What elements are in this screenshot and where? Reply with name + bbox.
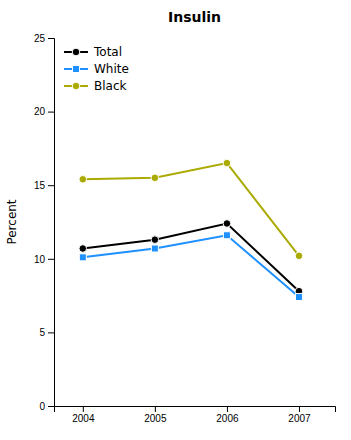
tick: 20 (34, 106, 54, 117)
tick-mark (299, 406, 300, 412)
point (295, 252, 303, 260)
point (79, 245, 87, 253)
line (83, 223, 299, 291)
tick-label: 2004 (72, 413, 95, 424)
point (295, 294, 302, 301)
tick-mark (48, 332, 54, 333)
tick: 5 (39, 327, 54, 338)
tick: 10 (34, 253, 54, 264)
tick-mark (48, 259, 54, 260)
point (79, 176, 87, 184)
tick-label: 5 (39, 327, 45, 338)
title: Insulin (168, 9, 221, 25)
legend-marker (73, 66, 80, 73)
axis-line (48, 39, 55, 407)
legend-item: Black (64, 79, 127, 93)
line (83, 163, 299, 256)
legend-label: White (94, 62, 129, 76)
tick: 15 (34, 180, 54, 191)
tick-mark (48, 112, 54, 113)
legend-item: Total (64, 45, 122, 59)
point (223, 159, 231, 167)
point (151, 245, 158, 252)
x-axis: 2004 2005 2006 2007 (55, 406, 336, 424)
series (79, 220, 303, 295)
tick-label: 25 (34, 33, 46, 44)
tick-mark (155, 406, 156, 412)
legend: Total White Black (64, 45, 129, 93)
legend-item: White (64, 62, 129, 76)
axis-line (55, 407, 336, 413)
tick: 2004 (72, 406, 95, 424)
tick-label: 2005 (144, 413, 167, 424)
tick-mark (83, 406, 84, 412)
tick: 2007 (288, 406, 311, 424)
tick-label: 0 (39, 401, 45, 412)
legend-label: Black (94, 79, 127, 93)
point (223, 220, 231, 228)
tick-mark (227, 406, 228, 412)
y-axis-label: Percent (5, 199, 19, 244)
series (79, 232, 302, 301)
background (0, 0, 351, 440)
series (79, 159, 303, 259)
tick-label: 10 (34, 253, 46, 264)
point (151, 236, 159, 244)
tick-label: 2007 (288, 413, 311, 424)
line (83, 235, 299, 297)
tick-label: 20 (34, 106, 46, 117)
tick-mark (48, 38, 54, 39)
tick-mark (48, 185, 54, 186)
tick: 2006 (216, 406, 239, 424)
point (151, 174, 159, 182)
y-axis: 0 5 10 15 20 25 (34, 33, 55, 412)
tick-mark (48, 406, 54, 407)
tick: 0 (39, 401, 54, 412)
chart: Insulin Percent 2004 2005 2006 2007 0 5 10 15 20 25… (0, 0, 351, 440)
tick-label: 15 (34, 180, 46, 191)
tick: 2005 (144, 406, 167, 424)
plot-area (79, 159, 303, 300)
point (223, 232, 230, 239)
point (79, 254, 86, 261)
legend-label: Total (93, 45, 122, 59)
tick: 25 (34, 33, 54, 44)
legend-marker (72, 48, 80, 56)
tick-label: 2006 (216, 413, 239, 424)
legend-marker (72, 82, 80, 90)
